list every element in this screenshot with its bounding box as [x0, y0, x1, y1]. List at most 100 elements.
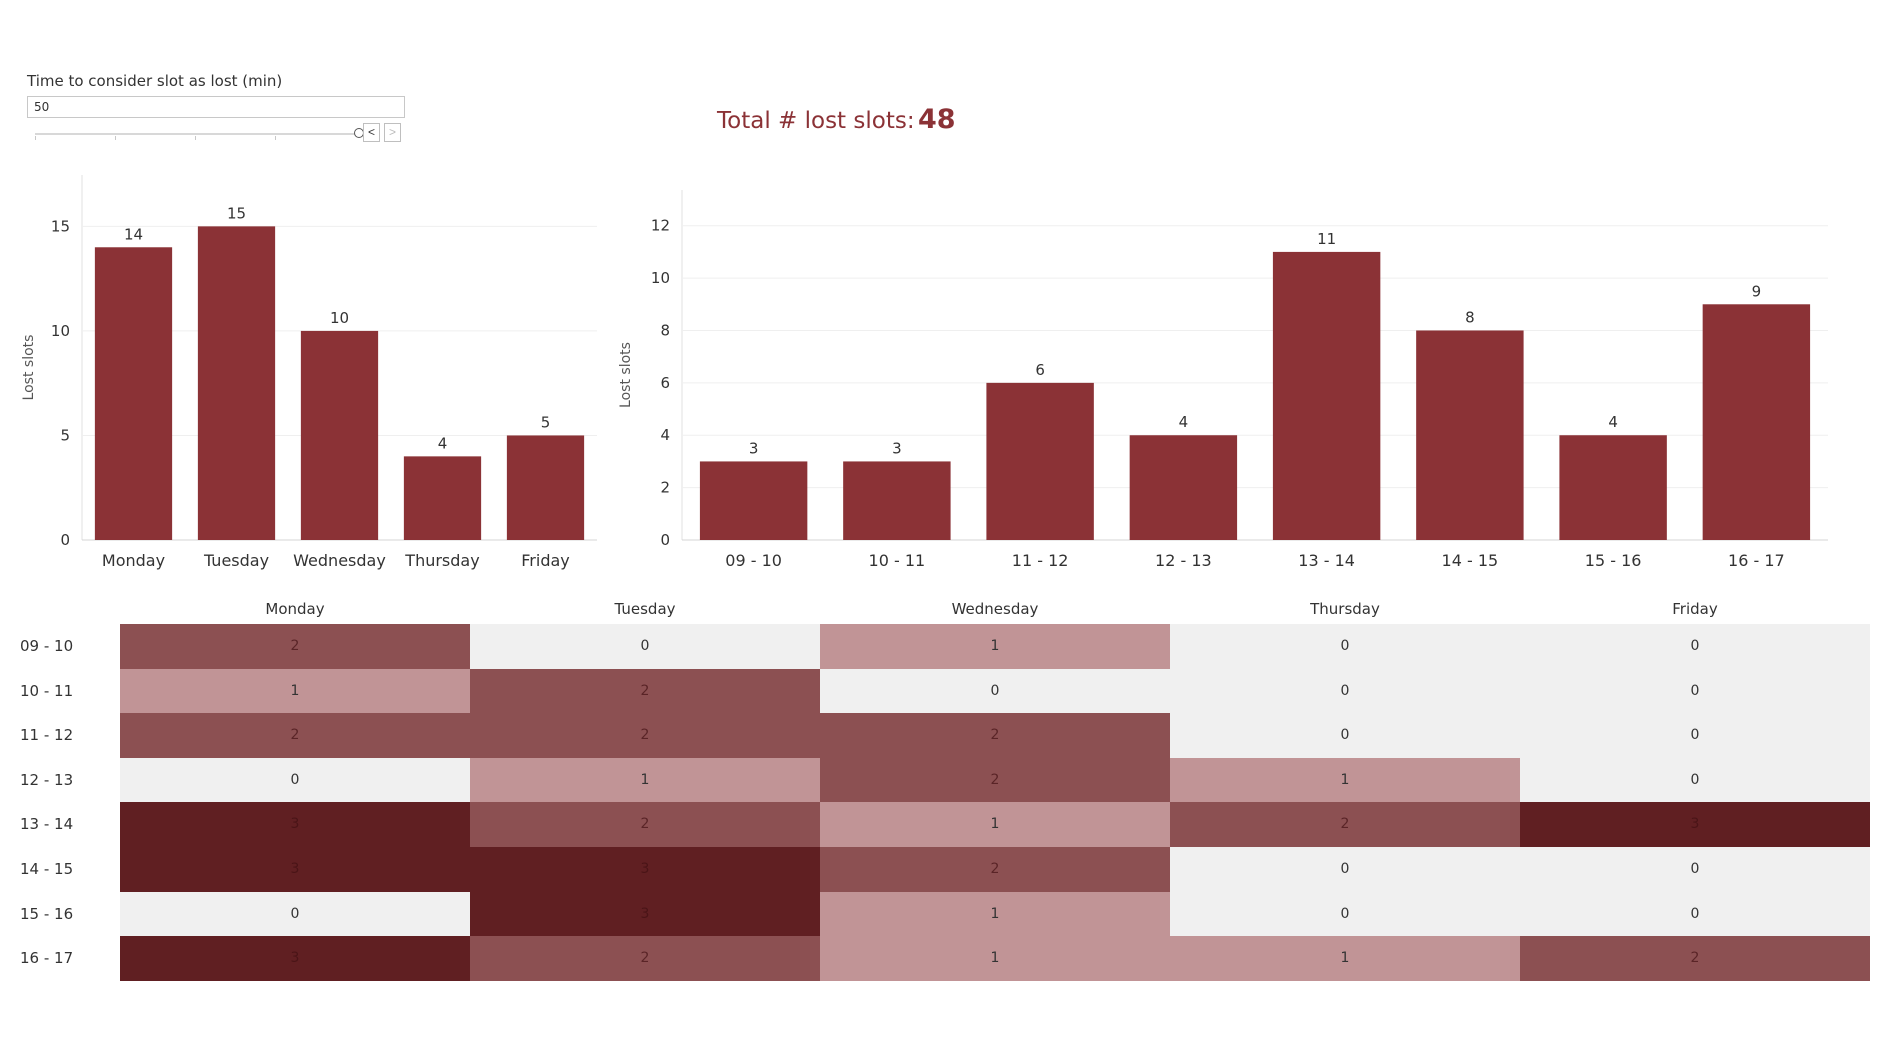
heatmap-row-label: 12 - 13	[20, 770, 74, 789]
bar	[699, 461, 808, 540]
heatmap-row-label: 16 - 17	[20, 949, 74, 968]
heatmap-cell: 1	[820, 936, 1170, 981]
bar-value-label: 8	[1465, 308, 1475, 326]
heatmap-cell: 3	[1520, 802, 1870, 847]
heatmap-column-header: Tuesday	[614, 600, 676, 618]
slider-tick	[35, 136, 36, 140]
x-tick-label: Tuesday	[203, 551, 269, 570]
y-tick-label: 10	[651, 269, 670, 287]
bar-value-label: 9	[1752, 282, 1762, 300]
lost-slots-by-day-chart: 0 5 10 15 Lost slots 14 Monday 15 Tuesday 10 Wedne…	[21, 175, 597, 570]
heatmap-cell: 1	[820, 802, 1170, 847]
increment-button[interactable]: >	[384, 123, 401, 142]
heatmap-cell: 2	[1170, 802, 1520, 847]
lost-time-parameter-control: Time to consider slot as lost (min) < >	[27, 72, 407, 142]
bar	[1702, 304, 1811, 540]
bar-value-label: 4	[438, 434, 448, 452]
bar	[843, 461, 951, 540]
bar-value-label: 14	[124, 225, 143, 243]
heatmap-cell: 3	[120, 936, 470, 981]
heatmap-column-header: Wednesday	[951, 600, 1039, 618]
heatmap-cell: 1	[820, 624, 1170, 669]
bar-value-label: 10	[330, 309, 349, 327]
heatmap-cell: 0	[820, 668, 1170, 714]
heatmap-cell: 0	[1520, 891, 1870, 937]
slider-tick	[195, 136, 196, 140]
heatmap-cell: 2	[1520, 936, 1870, 981]
heatmap-cell: 0	[120, 757, 470, 803]
heatmap-row-label: 11 - 12	[20, 726, 74, 745]
heatmap-cell: 0	[1520, 668, 1870, 714]
heatmap-column-header: Monday	[265, 600, 325, 618]
heatmap-cell: 0	[1170, 668, 1520, 714]
heatmap-cell: 2	[820, 847, 1170, 892]
y-tick-label: 0	[660, 531, 670, 549]
lost-time-slider[interactable]	[35, 128, 364, 140]
y-tick-label: 15	[51, 217, 70, 235]
heatmap-row-label: 14 - 15	[20, 860, 74, 878]
total-lost-slots-label: Total # lost slots:	[717, 108, 915, 134]
bar	[197, 226, 276, 540]
y-tick-label: 5	[60, 426, 70, 444]
bar-value-label: 6	[1035, 361, 1045, 379]
x-tick-label: 14 - 15	[1442, 551, 1499, 570]
heatmap-cell: 3	[120, 847, 470, 892]
heatmap-row-label: 15 - 16	[20, 904, 74, 923]
heatmap-cell: 0	[120, 891, 470, 937]
slider-tick	[115, 136, 116, 140]
heatmap-cell: 1	[820, 891, 1170, 937]
x-tick-label: 16 - 17	[1728, 551, 1785, 570]
heatmap-cell: 2	[120, 624, 470, 669]
heatmap-cell: 2	[470, 936, 820, 981]
heatmap-cell: 2	[470, 802, 820, 847]
heatmap-cell: 1	[1170, 936, 1520, 981]
bar-value-label: 4	[1608, 413, 1618, 431]
bar	[94, 247, 173, 540]
heatmap-row-label: 09 - 10	[20, 637, 74, 655]
heatmap-column-header: Friday	[1672, 600, 1718, 618]
bar-value-label: 15	[227, 204, 246, 222]
bar-value-label: 4	[1179, 413, 1189, 431]
lost-time-input[interactable]	[27, 96, 405, 118]
heatmap-cell: 0	[1520, 624, 1870, 669]
total-lost-slots-value: 48	[918, 104, 956, 135]
heatmap-cell: 2	[470, 713, 820, 758]
heatmap-row-label: 13 - 14	[20, 815, 74, 834]
heatmap-cell: 0	[470, 624, 820, 669]
decrement-button[interactable]: <	[363, 123, 380, 142]
y-tick-label: 2	[660, 479, 670, 497]
bar	[403, 456, 482, 540]
heatmap-cell: 0	[1520, 713, 1870, 758]
lost-slots-by-hour-chart: 0 2 4 6 8 10 12 Lost slots 3 09 - 10 3 10 - 11 6 11 -…	[618, 190, 1828, 570]
bar-value-label: 3	[892, 439, 902, 457]
x-tick-label: Monday	[102, 551, 165, 570]
y-tick-label: 0	[60, 531, 70, 549]
x-tick-label: Wednesday	[293, 551, 386, 570]
bar	[300, 330, 379, 540]
heatmap-cell: 0	[1520, 757, 1870, 803]
x-tick-label: Friday	[521, 551, 570, 570]
heatmap-cell: 0	[1170, 847, 1520, 892]
heatmap-cell: 1	[120, 668, 470, 714]
x-tick-label: 12 - 13	[1155, 551, 1212, 570]
heatmap-cell: 1	[470, 757, 820, 803]
bar	[1559, 435, 1667, 540]
heatmap-column-header: Thursday	[1310, 600, 1380, 618]
bar	[986, 382, 1094, 540]
y-axis-title: Lost slots	[618, 342, 634, 408]
heatmap-cell: 0	[1170, 891, 1520, 937]
heatmap-cell: 0	[1170, 713, 1520, 758]
heatmap-cell: 3	[120, 802, 470, 847]
bar-value-label: 5	[541, 413, 551, 431]
y-axis-title: Lost slots	[21, 335, 37, 401]
heatmap-cell: 2	[120, 713, 470, 758]
heatmap-cell: 2	[470, 668, 820, 714]
bar	[506, 435, 585, 540]
parameter-label: Time to consider slot as lost (min)	[27, 72, 283, 90]
slider-tick	[275, 136, 276, 140]
heatmap-cell: 2	[820, 713, 1170, 758]
bar	[1416, 330, 1524, 540]
bar-value-label: 3	[749, 439, 759, 457]
x-tick-label: 09 - 10	[725, 551, 782, 570]
x-tick-label: 15 - 16	[1585, 551, 1642, 570]
